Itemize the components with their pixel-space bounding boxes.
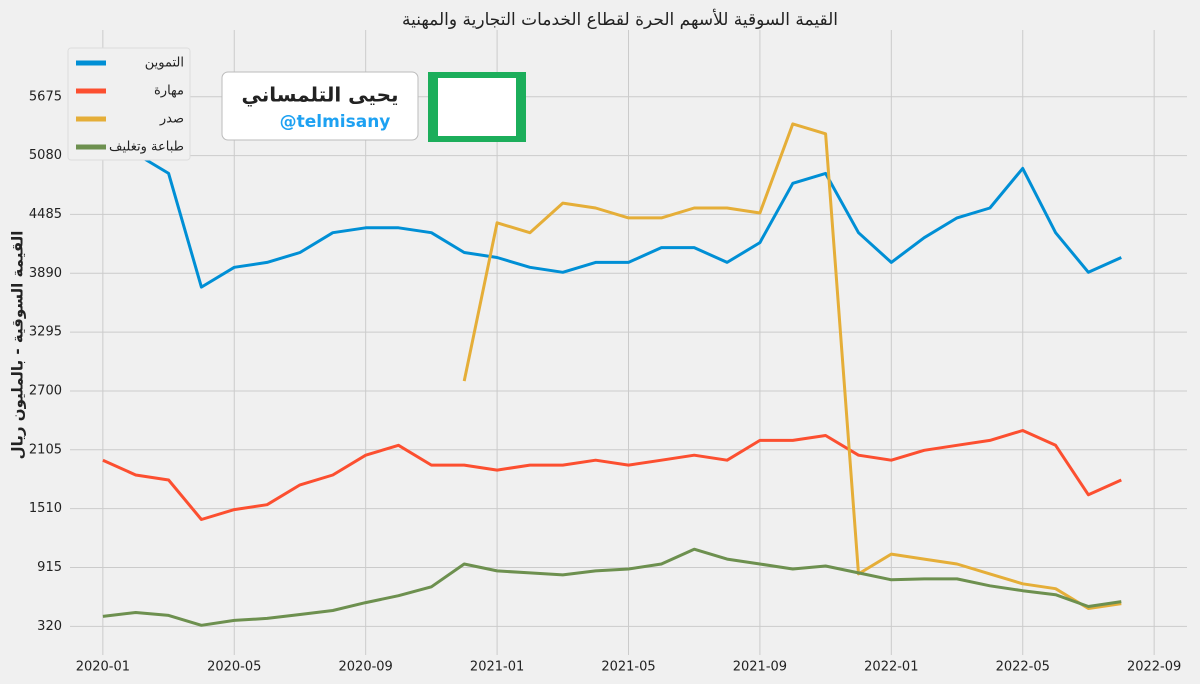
y-tick-label: 1510 (29, 501, 62, 516)
chart-title: القيمة السوقية للأسهم الحرة لقطاع الخدما… (402, 9, 838, 30)
y-tick-label: 3890 (29, 266, 62, 281)
x-tick-label: 2022-05 (996, 660, 1050, 675)
legend-label: صدر (159, 112, 184, 127)
y-tick-label: 3295 (29, 325, 62, 340)
series-line (462, 122, 1122, 610)
qr-inner (438, 78, 516, 136)
y-tick-label: 2105 (29, 442, 62, 457)
x-tick-label: 2021-09 (733, 660, 787, 675)
series-line (102, 429, 1122, 521)
y-axis-label: القيمة السوقية - بالمليون ريال (9, 231, 27, 460)
brand-name: يحيى التلمساني (242, 83, 399, 108)
legend-box (67, 47, 191, 161)
x-tick-label: 2022-01 (864, 660, 918, 675)
branding: يحيى التلمساني @telmisany (221, 71, 526, 142)
brand-handle: @telmisany (280, 112, 391, 132)
y-tick-label: 5080 (29, 148, 62, 163)
legend-label: مهارة (154, 84, 184, 99)
x-tick-label: 2021-05 (601, 660, 655, 675)
y-tick-label: 5675 (29, 89, 62, 104)
series-line (102, 547, 1122, 627)
legend-label: طباعة وتغليف (109, 140, 184, 155)
x-tick-label: 2021-01 (470, 660, 524, 675)
y-tick-label: 320 (37, 619, 62, 634)
y-tick-label: 4485 (29, 207, 62, 222)
brand-box (221, 71, 419, 141)
x-tick-label: 2022-09 (1127, 660, 1181, 675)
series-line (102, 147, 1122, 289)
x-tick-label: 2020-05 (207, 660, 261, 675)
x-tick-label: 2020-09 (339, 660, 393, 675)
y-tick-label: 2700 (29, 383, 62, 398)
legend: التموين مهارة صدر طباعة وتغليف (67, 47, 191, 161)
legend-label: التموين (145, 56, 184, 71)
y-tick-label: 915 (37, 560, 62, 575)
x-tick-label: 2020-01 (76, 660, 130, 675)
